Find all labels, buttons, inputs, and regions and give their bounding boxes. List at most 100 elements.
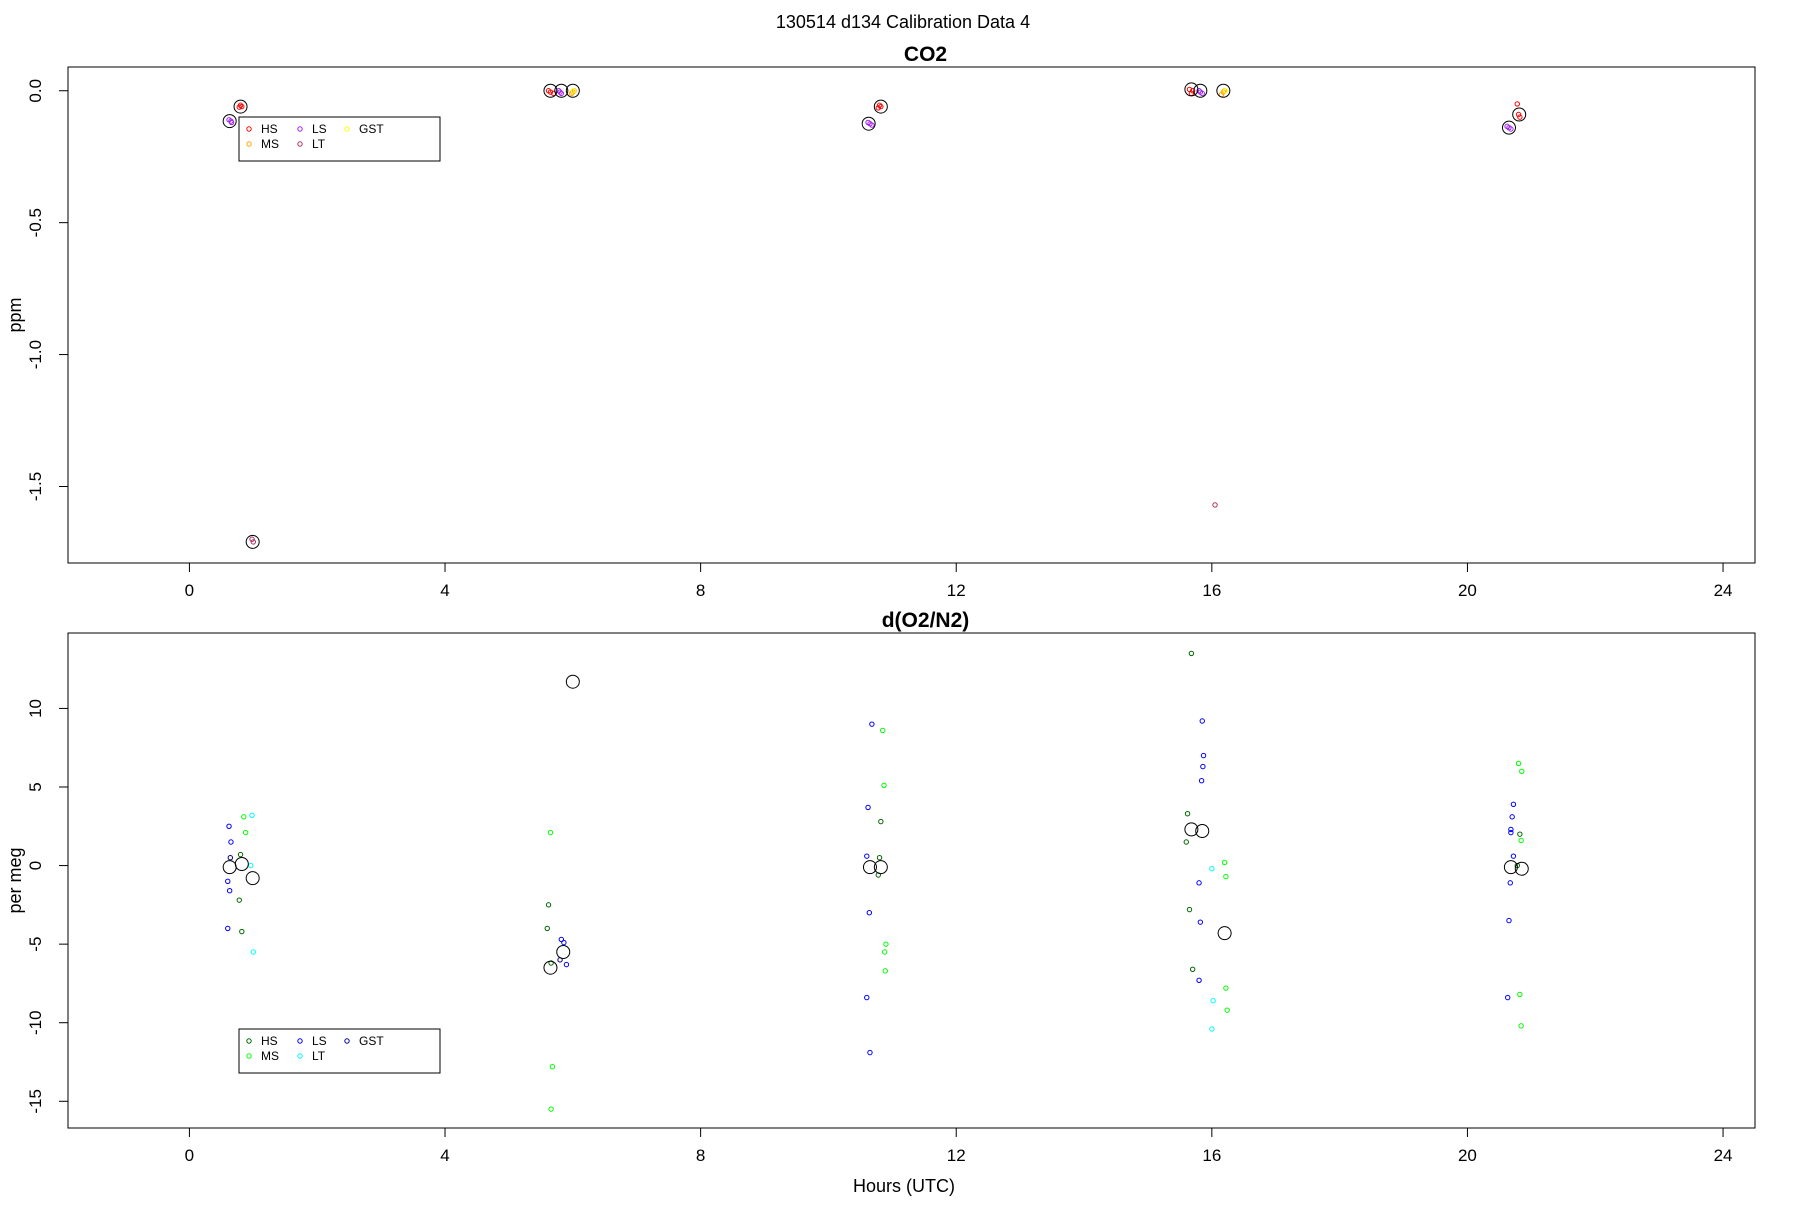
data-point [1517,991,1523,998]
data-point [1200,763,1206,770]
x-tick-label: 0 [185,1146,194,1165]
x-tick-label: 8 [696,1146,705,1165]
data-point [1186,906,1193,913]
data-point [226,823,232,829]
mean-point [565,674,580,689]
x-tick-label: 8 [696,581,705,600]
data-point [876,102,883,108]
data-point [239,928,245,935]
data-point [876,855,883,861]
mean-point [1514,861,1529,876]
series-means [222,82,1527,549]
mean-point [556,945,571,959]
y-tick-label: 0.0 [26,79,45,103]
data-point [865,804,871,811]
legend-marker [246,126,252,132]
data-point [1200,752,1207,759]
data-point [1508,126,1514,132]
legend-label: MS [261,137,279,151]
data-point [1517,114,1523,120]
data-point [869,122,875,128]
mean-point [543,83,558,98]
series-means [222,674,1529,975]
y-axis-label: per meg [5,847,25,913]
x-axis-label: Hours (UTC) [853,1176,955,1196]
legend-marker [246,1038,252,1044]
data-point [1196,88,1202,94]
mean-point [245,534,260,549]
data-point [228,839,234,845]
series-hs [236,86,1523,120]
series-ms [241,727,1525,1112]
data-point [878,103,884,110]
data-point [558,90,565,97]
x-tick-label: 4 [440,581,449,600]
mean-point [861,116,876,131]
data-point [1507,880,1513,886]
data-point [1509,814,1515,820]
data-point [1189,88,1196,94]
data-point [249,536,255,542]
legend-label: LT [312,1049,326,1063]
data-point [1189,966,1196,972]
data-point [1515,111,1522,118]
mean-point [234,857,249,871]
data-point [545,902,552,908]
data-point [1224,1007,1230,1013]
series-gst [570,88,1228,94]
data-point [878,818,884,825]
data-point [547,829,554,836]
data-point [869,721,875,727]
data-point [236,897,242,903]
data-point [561,939,567,946]
data-point [1198,778,1205,784]
data-point [225,878,231,884]
series-ls [226,88,1514,132]
data-point [1221,859,1228,866]
data-point [549,1064,556,1070]
y-tick-label: 10 [26,699,45,718]
mean-point [1217,926,1232,941]
x-tick-label: 24 [1714,1146,1733,1165]
x-tick-label: 12 [947,581,966,600]
data-point [1196,880,1202,886]
data-point [1196,977,1202,983]
data-point [1519,768,1525,774]
series-lt [248,812,1216,1032]
mean-point [1195,824,1210,838]
data-point [1184,811,1191,817]
x-tick-label: 12 [947,1146,966,1165]
y-tick-label: -1.5 [26,472,45,501]
data-point [1197,919,1204,925]
data-point [544,925,550,932]
data-point [1518,1023,1524,1029]
data-point [226,888,233,894]
legend-label: GST [359,1034,384,1048]
legend-marker [344,126,350,132]
x-tick-label: 16 [1202,581,1221,600]
mean-point [1184,822,1199,837]
legend-label: MS [261,1049,279,1063]
legend-marker [246,141,252,147]
mean-point [543,960,558,975]
data-point [225,925,231,932]
legend-marker [246,1053,252,1059]
data-point [1223,873,1229,880]
panel-title: d(O2/N2) [882,609,970,632]
data-point [881,949,888,955]
data-point [1518,837,1524,844]
x-tick-label: 20 [1458,581,1477,600]
data-point [883,941,889,947]
mean-point [873,99,888,114]
legend-label: GST [359,122,384,136]
y-tick-label: -5 [26,937,45,952]
data-point [1223,985,1229,991]
data-point [1508,826,1514,833]
x-tick-label: 4 [440,1146,449,1165]
y-tick-label: 5 [26,782,45,791]
data-point [557,89,563,95]
data-point [880,727,886,734]
data-point [1515,760,1522,767]
y-tick-label: -0.5 [26,208,45,237]
